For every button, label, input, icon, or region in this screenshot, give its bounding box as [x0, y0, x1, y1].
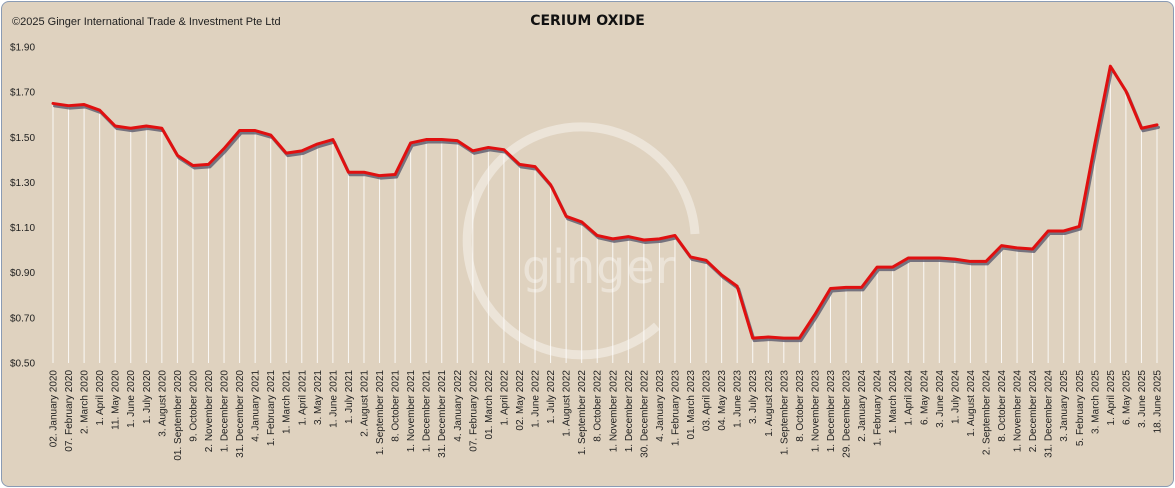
x-tick-label: 3. May 2021 [313, 370, 324, 425]
x-tick-label: 29. December 2023 [842, 370, 853, 458]
series-shadow-line [53, 67, 1160, 343]
x-tick-label: 1. April 2025 [1106, 370, 1117, 426]
copyright-text: ©2025 Ginger International Trade & Inves… [12, 16, 281, 28]
x-tick-label: 1. September 2023 [779, 370, 790, 455]
x-tick-label: 1. July 2024 [950, 370, 961, 424]
x-tick-label: 1. April 2020 [95, 370, 106, 426]
x-tick-label: 1. November 2023 [810, 370, 821, 453]
x-tick-label: 01. September 2020 [173, 370, 184, 461]
x-axis: 02. January 2020 07. February 2020 2. Marc… [49, 370, 1164, 461]
x-tick-label: 31. December 2020 [235, 370, 246, 458]
drop-lines [52, 66, 1158, 363]
x-tick-label: 03. April 2023 [702, 370, 713, 432]
x-tick-label: 1. April 2024 [904, 370, 915, 426]
x-tick-label: 1. December 2020 [220, 370, 231, 453]
x-tick-label: 1. August 2022 [562, 370, 573, 437]
x-tick-label: 1. December 2023 [826, 370, 837, 453]
x-tick-label: 1. June 2020 [126, 370, 137, 428]
x-tick-label: 1. February 2021 [266, 370, 277, 447]
x-tick-label: 8. October 2021 [391, 370, 402, 442]
x-tick-label: 3. August 2020 [157, 370, 168, 437]
x-tick-label: 2. August 2021 [359, 370, 370, 437]
x-tick-label: 1. March 2024 [888, 370, 899, 434]
x-tick-label: 02. January 2020 [49, 370, 60, 448]
x-tick-label: 9. October 2020 [188, 370, 199, 442]
y-tick-label: $0.50 [10, 359, 35, 370]
ginger-watermark: ginger [522, 240, 676, 294]
x-tick-label: 11. May 2020 [111, 370, 122, 430]
x-tick-label: 31. December 2021 [437, 370, 448, 458]
y-tick-label: $1.70 [10, 88, 35, 99]
x-tick-label: 07. February 2022 [468, 370, 479, 452]
x-tick-label: 4. January 2021 [251, 370, 262, 442]
x-tick-label: 1. February 2023 [670, 370, 681, 447]
x-tick-label: 8. October 2024 [997, 370, 1008, 442]
x-tick-label: 01. March 2022 [484, 370, 495, 440]
x-tick-label: 2. November 2020 [204, 370, 215, 453]
x-tick-label: 6. May 2024 [919, 370, 930, 425]
x-tick-label: 1. July 2020 [142, 370, 153, 424]
ginger-logo-ring [462, 122, 700, 360]
x-tick-label: 01. March 2023 [686, 370, 697, 440]
y-tick-label: $0.70 [10, 313, 35, 324]
x-tick-label: 07. February 2020 [64, 370, 75, 452]
x-tick-label: 1. February 2024 [873, 370, 884, 447]
x-tick-label: 1. August 2023 [764, 370, 775, 437]
x-tick-label: 5. February 2025 [1075, 370, 1086, 447]
y-tick-label: $1.90 [10, 43, 35, 54]
x-tick-label: 4. January 2023 [655, 370, 666, 442]
x-tick-label: 3. June 2024 [935, 370, 946, 428]
x-tick-label: 3. January 2025 [1059, 370, 1070, 442]
x-tick-label: 1. September 2022 [577, 370, 588, 455]
y-axis: $0.50 $0.70 $0.90 $1.10 $1.30 $1.50 $1.70 $1.90 [10, 43, 35, 370]
x-tick-label: 1. July 2022 [546, 370, 557, 424]
x-tick-label: 1. June 2023 [733, 370, 744, 428]
y-tick-label: $1.10 [10, 223, 35, 234]
x-tick-label: 1. June 2022 [531, 370, 542, 428]
x-tick-label: 1. November 2024 [1013, 370, 1024, 453]
x-tick-label: 1. June 2021 [328, 370, 339, 428]
x-tick-label: 04. May 2023 [717, 370, 728, 431]
x-tick-label: 3. July 2023 [748, 370, 759, 424]
x-tick-label: 1. March 2021 [282, 370, 293, 434]
y-tick-label: $1.30 [10, 178, 35, 189]
x-tick-label: 18. June 2025 [1153, 370, 1164, 434]
y-tick-label: $0.90 [10, 268, 35, 279]
x-tick-label: 8. October 2022 [593, 370, 604, 442]
x-tick-label: 2. December 2024 [1028, 370, 1039, 453]
x-tick-label: 8. October 2023 [795, 370, 806, 442]
x-tick-label: 30. December 2022 [639, 370, 650, 458]
x-tick-label: 1. August 2024 [966, 370, 977, 437]
x-tick-label: 31. December 2024 [1044, 370, 1055, 458]
x-tick-label: 1. July 2021 [344, 370, 355, 424]
x-tick-label: 2. March 2020 [80, 370, 91, 434]
x-tick-label: 2. January 2024 [857, 370, 868, 442]
x-tick-label: 3. June 2025 [1137, 370, 1148, 428]
x-tick-label: 4. January 2022 [453, 370, 464, 442]
x-tick-label: 1. December 2021 [422, 370, 433, 453]
series-line [51, 64, 1159, 340]
x-tick-label: 1. December 2022 [624, 370, 635, 453]
x-tick-label: 1. November 2021 [406, 370, 417, 453]
x-tick-label: 6. May 2025 [1121, 370, 1132, 425]
x-tick-label: 1. April 2021 [297, 370, 308, 426]
x-tick-label: 1. April 2022 [499, 370, 510, 426]
y-tick-label: $1.50 [10, 133, 35, 144]
x-tick-label: 2. September 2024 [981, 370, 992, 455]
x-tick-label: 1. September 2021 [375, 370, 386, 455]
chart-title: CERIUM OXIDE [530, 13, 645, 29]
x-tick-label: 3. March 2025 [1090, 370, 1101, 434]
x-tick-label: 1. November 2022 [608, 370, 619, 453]
x-tick-label: 02. May 2022 [515, 370, 526, 431]
